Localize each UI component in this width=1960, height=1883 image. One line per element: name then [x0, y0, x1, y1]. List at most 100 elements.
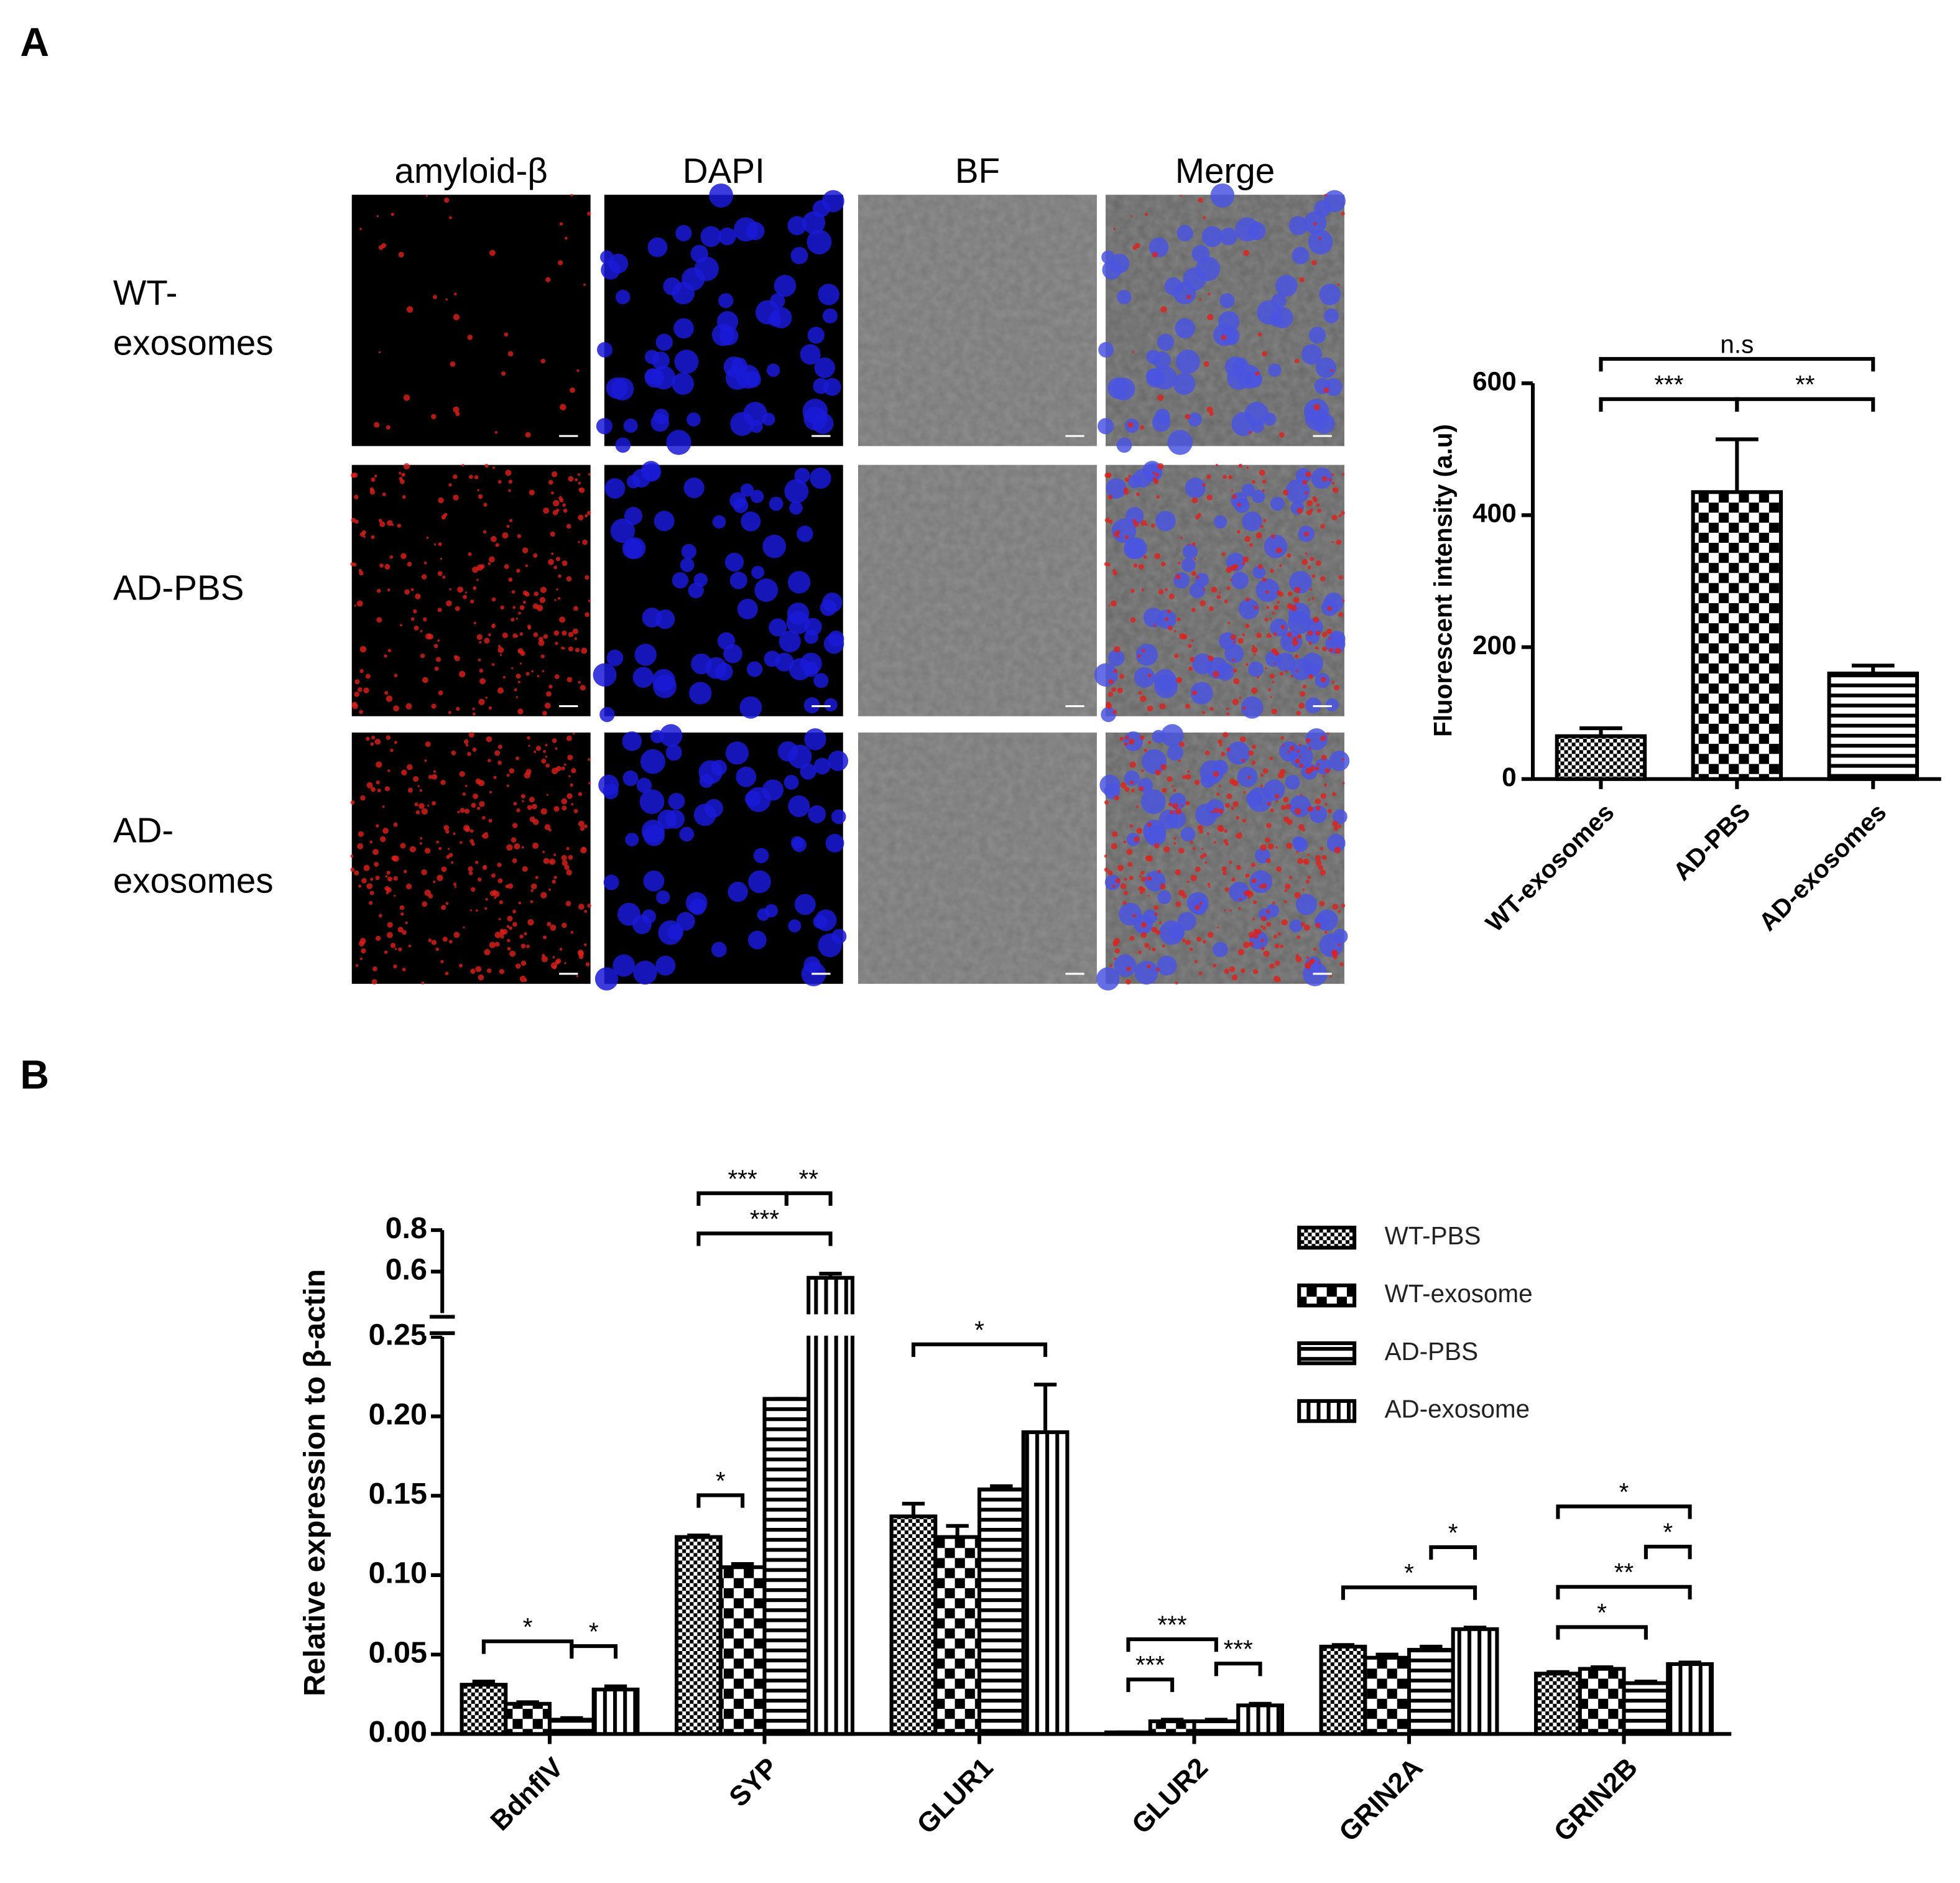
- amyloid-signal: [376, 617, 382, 623]
- amyloid-signal: [440, 960, 444, 963]
- amyloid-signal: [1307, 876, 1311, 879]
- nucleus: [1185, 478, 1206, 499]
- amyloid-signal: [472, 712, 476, 716]
- amyloid-signal: [1324, 803, 1328, 806]
- x-tick-label: GLUR1: [911, 1752, 999, 1840]
- amyloid-signal: [1218, 739, 1223, 744]
- nucleus: [1142, 749, 1167, 774]
- amyloid-signal: [1233, 678, 1240, 685]
- amyloid-signal: [498, 918, 501, 920]
- amyloid-signal: [1300, 793, 1303, 796]
- amyloid-signal: [1290, 675, 1293, 678]
- amyloid-signal: [522, 547, 529, 553]
- nucleus: [728, 881, 748, 902]
- amyloid-signal: [438, 846, 442, 850]
- amyloid-signal: [1226, 586, 1231, 590]
- amyloid-signal: [1203, 940, 1207, 944]
- amyloid-signal: [1231, 877, 1236, 882]
- amyloid-signal: [1175, 981, 1178, 985]
- amyloid-signal: [542, 711, 547, 716]
- amyloid-signal: [1231, 489, 1234, 492]
- nucleus: [1167, 430, 1193, 455]
- amyloid-signal: [559, 498, 564, 503]
- amyloid-signal: [1331, 473, 1334, 476]
- amyloid-signal: [405, 883, 412, 890]
- amyloid-signal: [467, 335, 473, 340]
- amyloid-signal: [1277, 932, 1282, 936]
- amyloid-signal: [1295, 758, 1300, 764]
- amyloid-signal: [1272, 611, 1275, 615]
- amyloid-signal: [401, 473, 405, 477]
- nucleus: [1154, 409, 1170, 425]
- amyloid-signal: [508, 577, 513, 582]
- nucleus: [1241, 696, 1264, 719]
- amyloid-signal: [1294, 654, 1299, 659]
- amyloid-signal: [1326, 628, 1333, 634]
- amyloid-signal: [1239, 897, 1242, 901]
- amyloid-signal: [424, 759, 427, 762]
- amyloid-signal: [369, 900, 373, 905]
- amyloid-signal: [585, 514, 588, 517]
- amyloid-signal: [1124, 787, 1130, 792]
- amyloid-signal: [451, 750, 456, 756]
- amyloid-signal: [483, 865, 487, 868]
- amyloid-signal: [1129, 761, 1136, 768]
- amyloid-signal: [1306, 738, 1311, 743]
- amyloid-signal: [1320, 524, 1325, 529]
- amyloid-signal: [366, 883, 372, 889]
- amyloid-signal: [1213, 670, 1219, 678]
- nucleus: [1175, 349, 1200, 374]
- amyloid-signal: [1270, 618, 1272, 620]
- amyloid-signal: [515, 618, 518, 620]
- amyloid-signal: [497, 878, 503, 884]
- amyloid-signal: [1336, 539, 1342, 545]
- amyloid-signal: [548, 888, 551, 891]
- amyloid-signal: [1295, 953, 1299, 958]
- amyloid-signal: [404, 589, 410, 595]
- nucleus: [1186, 892, 1209, 914]
- amyloid-signal: [511, 590, 515, 594]
- amyloid-signal: [419, 842, 422, 845]
- amyloid-signal: [402, 495, 406, 499]
- nucleus: [734, 217, 758, 242]
- nucleus: [723, 644, 742, 664]
- nucleus: [709, 183, 734, 208]
- amyloid-signal: [1296, 711, 1301, 716]
- nucleus: [807, 229, 832, 255]
- amyloid-signal: [1219, 591, 1221, 594]
- amyloid-signal: [1194, 780, 1200, 785]
- amyloid-signal: [488, 556, 495, 563]
- nucleus: [725, 741, 749, 765]
- nucleus: [1333, 809, 1348, 825]
- significance-label: *: [589, 1617, 599, 1646]
- nucleus: [822, 308, 838, 324]
- nucleus: [1292, 247, 1310, 264]
- amyloid-signal: [566, 869, 572, 876]
- x-tick-label: AD-PBS: [1667, 798, 1755, 886]
- micrograph: [858, 732, 1097, 984]
- amyloid-signal: [525, 672, 530, 676]
- amyloid-signal: [473, 793, 478, 799]
- amyloid-signal: [1216, 792, 1220, 796]
- nucleus: [1201, 226, 1223, 248]
- amyloid-signal: [1191, 571, 1196, 576]
- amyloid-signal: [500, 605, 504, 610]
- amyloid-signal: [524, 932, 527, 936]
- amyloid-signal: [1342, 599, 1345, 603]
- amyloid-signal: [553, 806, 560, 812]
- amyloid-signal: [551, 471, 558, 478]
- bar: [1407, 1647, 1455, 1736]
- amyloid-signal: [374, 861, 379, 867]
- amyloid-signal: [494, 750, 501, 756]
- amyloid-signal: [1326, 732, 1329, 735]
- y-tick-label: 0: [1502, 762, 1517, 792]
- amyloid-signal: [1223, 732, 1229, 738]
- amyloid-signal: [1152, 251, 1158, 257]
- amyloid-signal: [446, 854, 450, 859]
- amyloid-signal: [1311, 574, 1316, 578]
- y-axis-title: Relative expression to β-actin: [298, 1269, 331, 1696]
- amyloid-signal: [431, 703, 437, 709]
- nucleus: [1270, 618, 1288, 637]
- amyloid-signal: [1315, 646, 1318, 650]
- nucleus: [1206, 657, 1229, 679]
